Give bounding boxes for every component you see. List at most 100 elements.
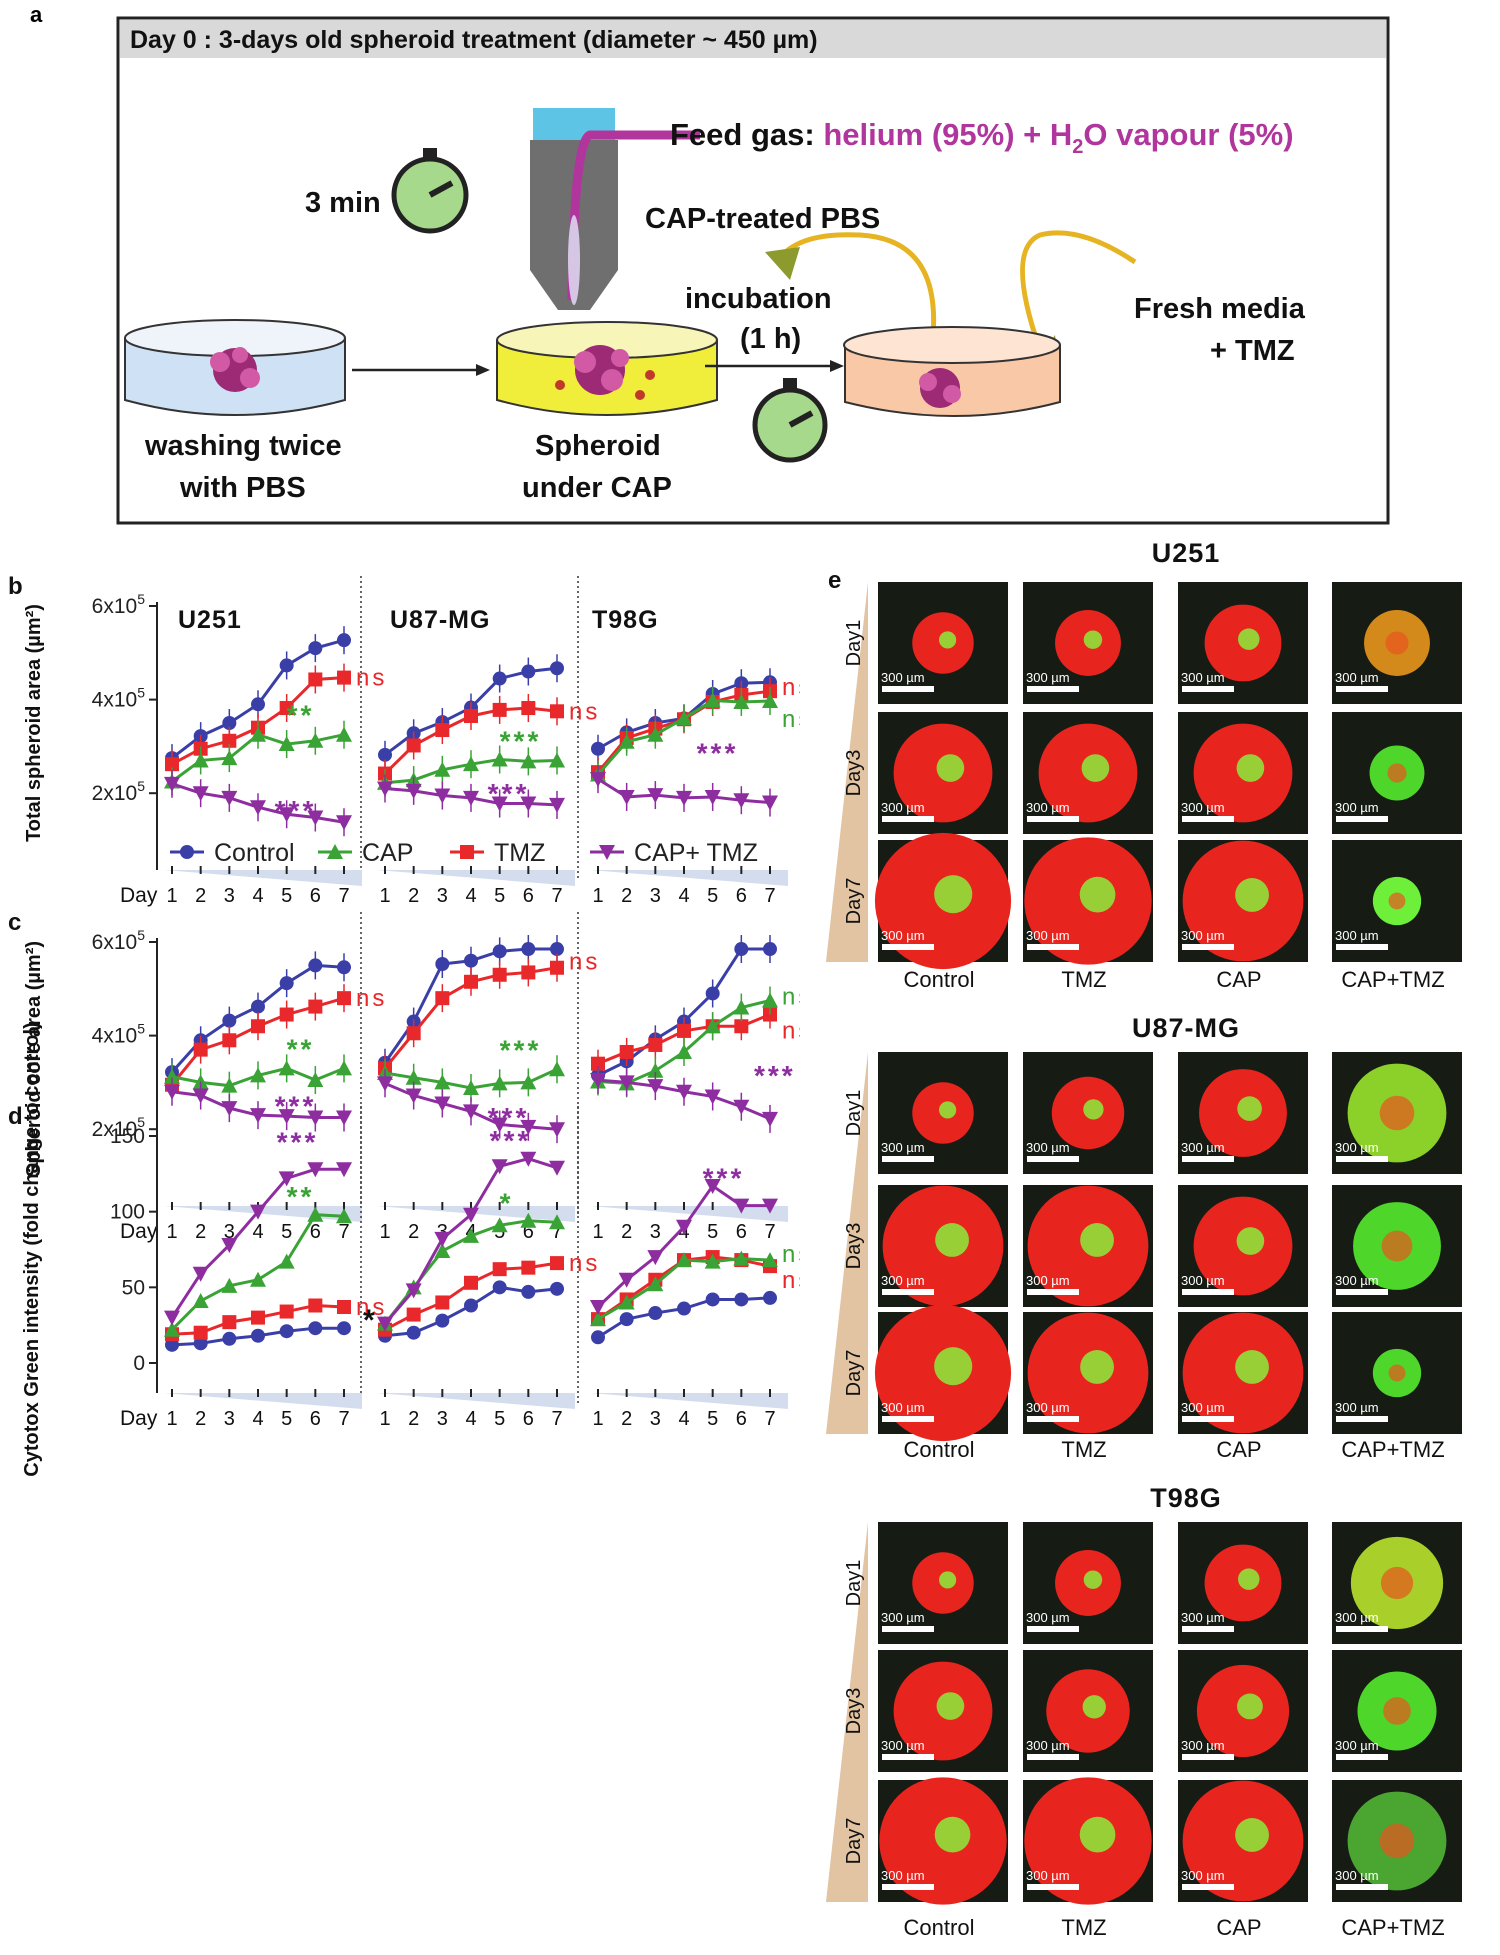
- day-wedge: [377, 1206, 575, 1222]
- annotation: ns: [782, 1241, 800, 1268]
- scale-label: 300 µm: [1026, 1868, 1070, 1883]
- day-wedge: [377, 1393, 575, 1409]
- y-tick-label: 6x105: [92, 927, 146, 954]
- data-point: [762, 992, 778, 1008]
- data-point: [250, 1108, 266, 1124]
- data-point: [464, 953, 478, 968]
- data-point: [251, 697, 265, 712]
- day-wedge: [590, 1393, 788, 1409]
- micro-group-title: U251: [1152, 538, 1221, 568]
- scale-bar: [1336, 816, 1388, 822]
- data-point: [279, 701, 294, 716]
- data-point: [705, 1292, 720, 1307]
- scale-bar: [1182, 1626, 1234, 1632]
- green-region: [1080, 1223, 1114, 1257]
- panel-a-header: Day 0 : 3-days old spheroid treatment (d…: [130, 26, 818, 54]
- x-tick-label: 5: [494, 1408, 505, 1430]
- scale-bar: [1182, 1754, 1234, 1760]
- data-point: [307, 1162, 324, 1178]
- data-point: [405, 1069, 422, 1085]
- annotation: **: [287, 1033, 315, 1064]
- data-point: [279, 1304, 294, 1319]
- data-point: [222, 1331, 237, 1346]
- data-point: [463, 756, 479, 772]
- x-tick-label: 2: [408, 1408, 419, 1430]
- spheroid: [1350, 1536, 1444, 1630]
- data-point: [434, 1074, 451, 1090]
- data-point: [763, 1290, 777, 1305]
- spheroid: [1196, 1664, 1290, 1758]
- data-point: [590, 1073, 606, 1089]
- scale-label: 300 µm: [881, 1400, 925, 1415]
- day-wedge: [590, 1206, 788, 1222]
- data-point: [250, 726, 266, 742]
- subplot-title: U251: [178, 606, 242, 634]
- spheroid: [893, 1661, 993, 1761]
- data-point: [733, 1250, 750, 1266]
- data-point: [549, 1061, 565, 1077]
- micro-group-title: U87-MG: [1132, 1013, 1240, 1043]
- data-point: [733, 793, 750, 809]
- subplot-title: T98G: [592, 606, 659, 634]
- data-point: [405, 783, 422, 799]
- spheroid: [1347, 1063, 1447, 1163]
- scale-label: 300 µm: [1335, 1868, 1379, 1883]
- day-wedge: [590, 870, 788, 886]
- plasma-jet: [530, 108, 700, 310]
- data-point: [251, 1019, 265, 1034]
- annotation: ***: [500, 1034, 542, 1065]
- scale-bar: [1027, 1289, 1079, 1295]
- data-point: [463, 1104, 479, 1120]
- y-tick-label: 0: [133, 1352, 145, 1375]
- annotation: ***: [697, 738, 739, 769]
- y-axis-label: Total spheroid area (µm²): [23, 604, 45, 842]
- green-region: [939, 631, 957, 649]
- red-core: [1387, 763, 1407, 783]
- data-point: [464, 708, 478, 723]
- data-point: [405, 1088, 422, 1104]
- data-point: [434, 788, 451, 804]
- data-point: [647, 1250, 664, 1266]
- curved-arrow-out: [778, 232, 937, 361]
- scale-bar: [1336, 1884, 1388, 1890]
- micro-col-label: TMZ: [1061, 1915, 1106, 1940]
- scale-bar: [882, 816, 934, 822]
- data-point: [763, 942, 777, 957]
- x-tick-label: 3: [437, 885, 448, 907]
- scale-label: 300 µm: [881, 670, 925, 685]
- micro-row-label: Day1: [843, 1090, 865, 1137]
- data-point: [492, 671, 507, 686]
- data-point: [308, 672, 323, 687]
- x-tick-label: 2: [195, 1408, 206, 1430]
- y-tick-label: 4x105: [92, 1021, 146, 1048]
- green-region: [1237, 1096, 1262, 1121]
- data-point: [762, 795, 778, 811]
- x-tick-label: 3: [437, 1408, 448, 1430]
- y-tick-label: 150: [110, 1125, 145, 1148]
- data-point: [192, 786, 209, 802]
- data-point: [164, 1068, 180, 1084]
- data-point: [435, 1295, 450, 1310]
- data-point: [337, 633, 351, 648]
- data-point: [618, 1294, 635, 1310]
- x-tick-label: 5: [281, 1221, 292, 1243]
- spheroid: [893, 723, 993, 823]
- data-point: [647, 726, 664, 742]
- green-region: [1237, 1693, 1263, 1720]
- panel-a-frame: [116, 16, 1390, 525]
- x-tick-label: 7: [338, 1221, 349, 1243]
- spheroid: [1027, 1312, 1149, 1434]
- annotation: ***: [488, 1102, 530, 1133]
- micrograph: [878, 712, 1008, 834]
- data-point: [618, 1272, 635, 1288]
- incubation-time: (1 h): [740, 323, 801, 355]
- legend-marker: [327, 844, 343, 859]
- green-region: [935, 1223, 969, 1257]
- micro-row-label: Day1: [843, 620, 865, 667]
- y-tick-label: 2x105: [92, 1114, 146, 1141]
- data-point: [164, 1321, 180, 1337]
- spheroid: [1051, 1076, 1125, 1150]
- data-point: [435, 991, 450, 1006]
- annotation: ***: [275, 795, 317, 826]
- annotation: ns: [569, 1250, 600, 1277]
